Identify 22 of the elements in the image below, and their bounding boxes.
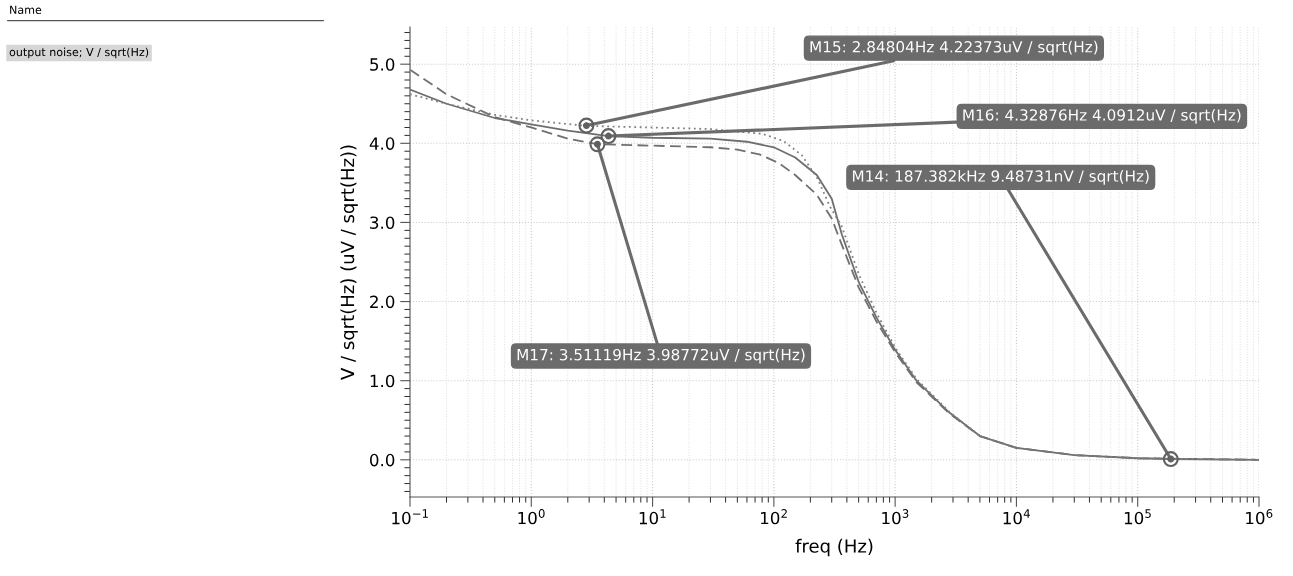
x-tick-label: 10$^{−1}$	[392, 509, 428, 525]
x-tick-label: 10$^{0}$	[518, 509, 545, 525]
x-tick-label: 10$^{2}$	[761, 509, 787, 525]
y-axis-title: V / sqrt(Hz) (uV / sqrt(Hz))	[340, 145, 358, 380]
y-tick-label: 1.0	[370, 374, 395, 388]
x-tick-label: 10$^{5}$	[1124, 509, 1151, 525]
x-tick-label: 10$^{3}$	[882, 509, 909, 525]
text: Name	[10, 5, 42, 14]
y-tick-label: 2.0	[370, 295, 395, 309]
text: output noise; V / sqrt(Hz)	[9, 47, 149, 59]
x-tick-label: 10$^{4}$	[1003, 509, 1030, 525]
x-tick-label: 10$^{6}$	[1246, 509, 1273, 525]
y-tick-label: 4.0	[369, 137, 395, 150]
annotation: M14: 187.382kHz 9.48731nV / sqrt(Hz)	[852, 170, 1149, 185]
y-tick-label: 5.0	[370, 58, 395, 71]
annotation: M16: 4.32876Hz 4.0912uV / sqrt(Hz)	[963, 108, 1241, 124]
annotation: M17: 3.51119Hz 3.98772uV / sqrt(Hz)	[517, 348, 805, 364]
y-tick-label: 0.0	[370, 453, 395, 467]
annotation: M15: 2.84804Hz 4.22373uV / sqrt(Hz)	[810, 40, 1098, 56]
x-tick-label: 10$^{1}$	[639, 509, 666, 525]
x-axis-title: freq (Hz)	[795, 538, 873, 557]
y-tick-label: 3.0	[370, 216, 395, 230]
